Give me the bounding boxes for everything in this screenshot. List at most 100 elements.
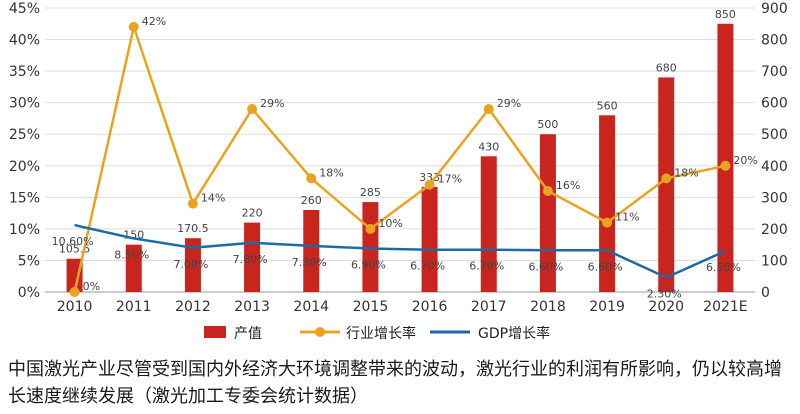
right-tick-label: 500 — [761, 127, 788, 143]
x-tick-label: 2017 — [471, 299, 507, 315]
bar — [66, 258, 83, 292]
industry-growth-label: 18% — [319, 166, 343, 179]
left-tick-label: 45% — [9, 1, 40, 17]
gdp-growth-label: 7.00% — [173, 258, 208, 271]
industry-growth-label: 10% — [378, 217, 402, 230]
legend-label-industry-growth: 行业增长率 — [346, 325, 416, 342]
bar-value-label: 285 — [360, 186, 381, 199]
industry-growth-point — [247, 103, 258, 114]
legend-label-output: 产值 — [234, 326, 262, 342]
left-tick-label: 30% — [9, 96, 40, 112]
x-tick-label: 2018 — [530, 299, 566, 315]
gdp-growth-label: 6.50% — [706, 261, 741, 274]
right-tick-label: 900 — [761, 1, 788, 17]
bar-value-label: 430 — [478, 140, 499, 153]
right-tick-label: 100 — [761, 253, 788, 269]
industry-growth-point — [602, 217, 613, 228]
grid-lines — [45, 7, 755, 293]
right-axis: 0 100 200 300 400 500 600 700 800 900 — [761, 1, 788, 301]
x-tick-label: 2012 — [175, 299, 211, 315]
industry-growth-point — [424, 179, 435, 190]
gdp-growth-label: 6.60% — [528, 260, 563, 273]
bar — [480, 156, 497, 292]
legend: 产值 行业增长率 GDP增长率 — [204, 325, 550, 342]
industry-growth-point — [365, 223, 376, 234]
bar — [421, 186, 438, 292]
right-tick-label: 400 — [761, 159, 788, 175]
bar — [125, 244, 142, 292]
bar-value-label: 333 — [419, 171, 440, 184]
industry-growth-label: 29% — [497, 97, 521, 110]
x-tick-label: 2015 — [353, 299, 389, 315]
x-axis: 2010 2011 2012 2013 2014 2015 2016 2017 2018 2019… — [57, 299, 748, 315]
gdp-growth-label: 2.30% — [647, 287, 682, 300]
bar — [599, 115, 616, 293]
x-tick-label: 2013 — [234, 299, 270, 315]
industry-growth-point — [69, 287, 80, 297]
bar-value-label: 850 — [715, 8, 736, 21]
gdp-growth-label: 6.70% — [469, 260, 504, 273]
legend-label-gdp-growth: GDP增长率 — [478, 325, 550, 342]
bar — [717, 23, 734, 293]
x-tick-label: 2010 — [57, 299, 93, 315]
gdp-growth-line — [74, 223, 726, 279]
gdp-growth-label: 7.30% — [292, 256, 327, 269]
industry-growth-point — [542, 186, 553, 197]
bar — [658, 77, 675, 292]
right-tick-label: 700 — [761, 64, 788, 80]
gdp-growth-label: 6.70% — [410, 260, 445, 273]
industry-growth-point — [661, 173, 672, 184]
bar — [539, 134, 556, 292]
chart: 0% 5% 10% 15% 20% 25% 30% 35% 40% 45% 0 100 200 300 4… — [9, 1, 788, 342]
industry-growth-point — [483, 103, 494, 114]
left-axis: 0% 5% 10% 15% 20% 25% 30% 35% 40% 45% — [9, 1, 40, 301]
industry-growth-label: 0% — [83, 280, 100, 293]
right-tick-label: 300 — [761, 190, 788, 206]
industry-growth-label: 18% — [674, 166, 698, 179]
x-tick-label: 2019 — [589, 299, 625, 315]
legend-swatch-bar — [204, 326, 226, 338]
industry-growth-label: 14% — [201, 192, 225, 205]
left-tick-label: 5% — [18, 253, 40, 269]
gdp-growth-label: 6.60% — [588, 260, 623, 273]
x-tick-label: 2016 — [412, 299, 448, 315]
left-tick-label: 10% — [9, 222, 40, 238]
gdp-growth-label: 10.60% — [52, 235, 94, 248]
left-tick-label: 25% — [9, 127, 40, 143]
x-tick-label: 2014 — [293, 299, 329, 315]
right-tick-label: 0 — [761, 285, 770, 301]
left-tick-label: 35% — [9, 64, 40, 80]
left-tick-label: 40% — [9, 33, 40, 49]
industry-growth-line — [73, 25, 726, 293]
left-tick-label: 20% — [9, 159, 40, 175]
industry-growth-label: 11% — [615, 211, 639, 224]
legend-swatch-industry-marker — [315, 327, 325, 337]
x-tick-label: 2021E — [703, 299, 747, 315]
industry-growth-point — [720, 160, 731, 171]
right-tick-label: 600 — [761, 96, 788, 112]
bar-value-label: 220 — [242, 207, 263, 220]
bar-value-label: 680 — [656, 61, 677, 74]
gdp-growth-label: 8.50% — [114, 248, 149, 261]
gdp-growth-label: 7.80% — [233, 253, 268, 266]
bar — [303, 209, 320, 292]
industry-growth-label: 29% — [260, 97, 284, 110]
industry-growth-point — [128, 21, 139, 32]
industry-growth-label: 17% — [438, 173, 462, 186]
industry-growth-label: 16% — [556, 179, 580, 192]
left-tick-label: 15% — [9, 190, 40, 206]
industry-growth-point — [306, 173, 317, 184]
bar-value-label: 500 — [537, 118, 558, 131]
industry-growth-point — [187, 198, 198, 209]
bar — [184, 238, 201, 292]
bar-value-label: 560 — [597, 99, 618, 112]
bar-value-label: 170.5 — [177, 222, 209, 235]
bar — [244, 222, 261, 292]
lines: 0% 42% 14% 29% 18% 10% 17% 29% 16% 11% 18% 20% 10.60… — [52, 15, 758, 301]
gdp-growth-label: 6.90% — [351, 258, 386, 271]
right-tick-label: 200 — [761, 222, 788, 238]
industry-growth-label: 20% — [733, 154, 757, 167]
right-tick-label: 800 — [761, 33, 788, 49]
chart-caption: 中国激光产业尽管受到国内外经济大环境调整带来的波动，激光行业的利润有所影响，仍以… — [8, 359, 782, 407]
